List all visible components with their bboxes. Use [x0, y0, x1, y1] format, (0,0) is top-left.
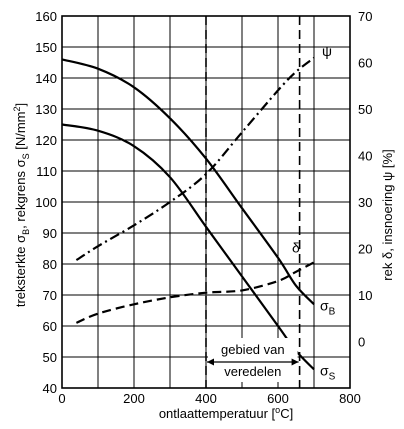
- annotation-line1: gebied van: [221, 342, 285, 357]
- series-line-σS: [61, 123, 315, 371]
- series-label-σB: σB: [320, 297, 336, 317]
- x-tick-label: 800: [339, 391, 361, 406]
- y-axis-right-label: rek δ, insnoering ψ [%]: [380, 149, 395, 280]
- annotation-line2: veredelen: [224, 364, 281, 379]
- y-left-tick-label: 100: [35, 195, 57, 210]
- x-tick-label: 0: [58, 391, 65, 406]
- y-right-tick-label: 50: [358, 102, 372, 117]
- annotation-arrowhead-left: [207, 358, 214, 366]
- y-left-tick-label: 90: [43, 226, 57, 241]
- y-right-tick-label: 70: [358, 9, 372, 24]
- y-left-tick-label: 70: [43, 288, 57, 303]
- y-right-tick-label: 30: [358, 195, 372, 210]
- series-line-δ: [75, 261, 315, 324]
- y-left-tick-label: 50: [43, 350, 57, 365]
- series-label-ψ: ψ: [322, 43, 332, 59]
- x-tick-label: 400: [195, 391, 217, 406]
- y-left-tick-label: 80: [43, 257, 57, 272]
- y-right-tick-label: 40: [358, 149, 372, 164]
- x-tick-label: 600: [267, 391, 289, 406]
- y-right-tick-label: 60: [358, 56, 372, 71]
- series-lines: [61, 57, 315, 371]
- y-left-tick-label: 40: [43, 381, 57, 396]
- y-left-tick-label: 110: [36, 164, 57, 179]
- region-boundary-lines: [205, 16, 301, 388]
- tick-labels: 0 200 400 600 800405060708090100110120130140…: [35, 9, 372, 406]
- y-left-tick-label: 150: [35, 40, 57, 55]
- y-axis-left-label: treksterkte σB, rekgrens σS [N/mm2]: [12, 103, 31, 307]
- y-left-tick-label: 140: [35, 71, 57, 86]
- y-right-tick-label: 20: [358, 242, 372, 257]
- plot-frame: [61, 15, 351, 389]
- y-left-tick-label: 130: [35, 102, 57, 117]
- axes: [61, 15, 351, 389]
- annotation-background: [208, 338, 298, 382]
- series-labels: ψ δ σB σS: [292, 43, 336, 383]
- annotation-arrow: [207, 358, 299, 366]
- annotation-arrowhead-right: [291, 358, 299, 366]
- y-left-tick-label: 160: [35, 9, 57, 24]
- series-label-σS: σS: [320, 362, 336, 382]
- y-right-tick-label: 10: [358, 288, 372, 303]
- y-left-tick-label: 60: [43, 319, 57, 334]
- x-tick-label: 200: [123, 391, 145, 406]
- series-line-ψ: [75, 57, 315, 262]
- y-left-tick-label: 120: [35, 133, 57, 148]
- series-line-σB: [61, 58, 315, 306]
- x-axis-label: ontlaattemperatuur [oC]: [159, 405, 293, 421]
- y-right-tick-label: 0: [358, 335, 365, 350]
- series-label-δ: δ: [292, 239, 300, 255]
